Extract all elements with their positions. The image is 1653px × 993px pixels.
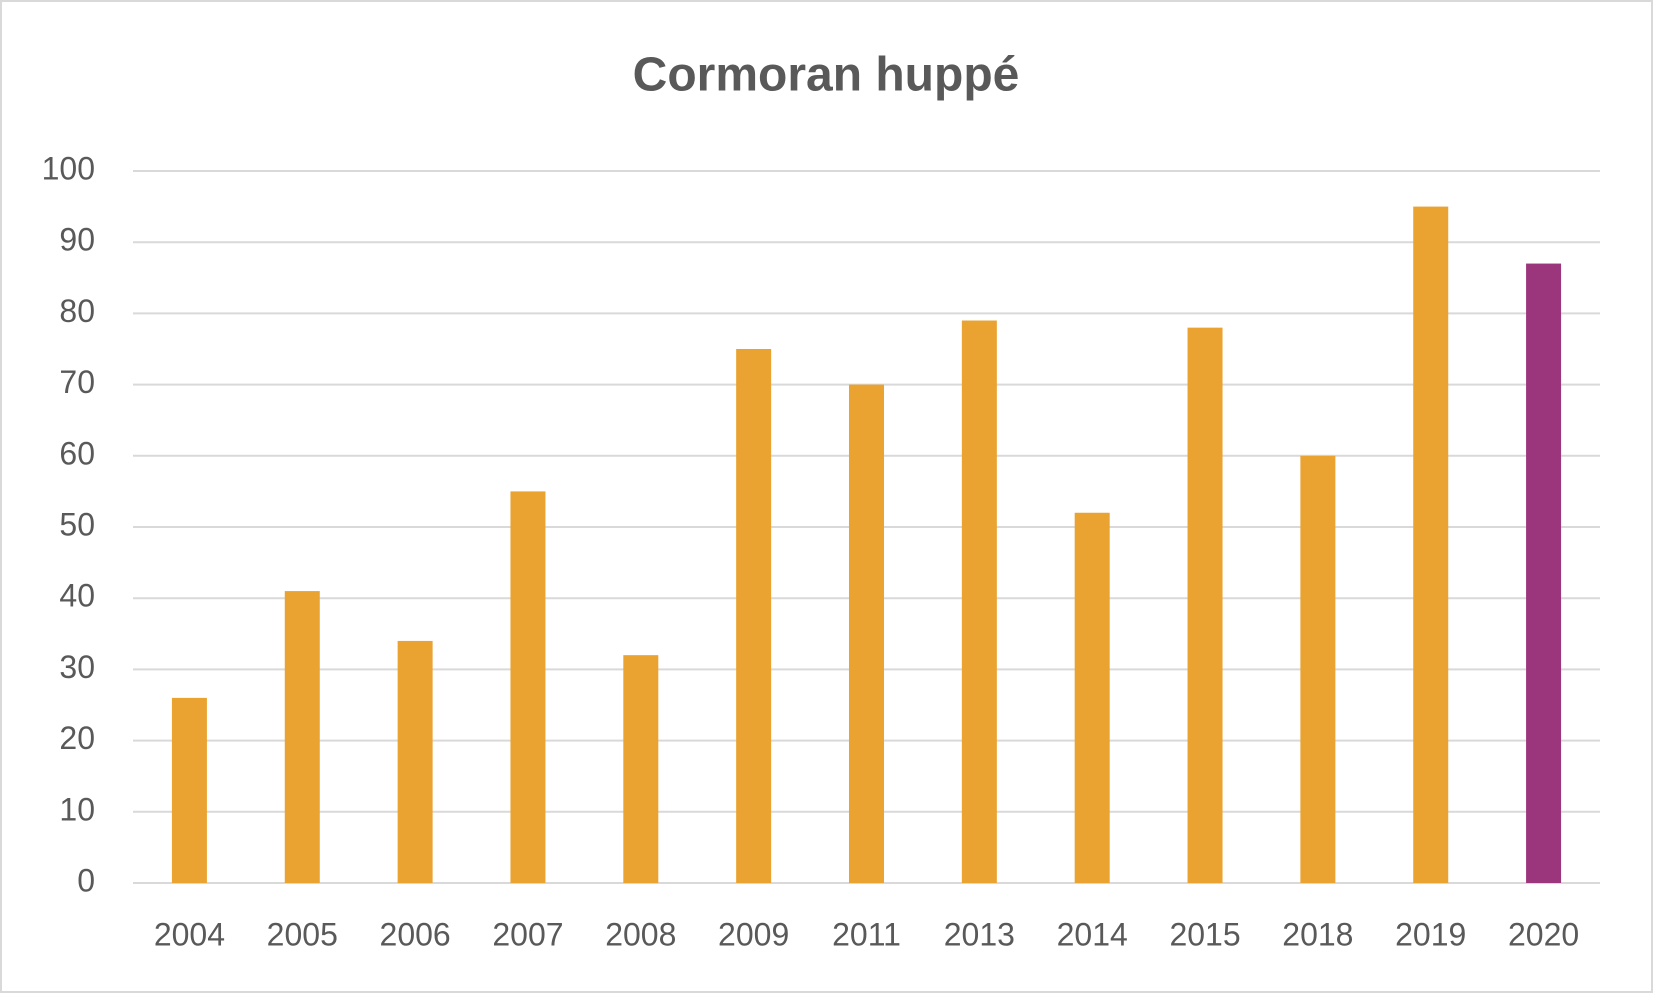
bar: [284, 591, 320, 883]
x-tick-label: 2007: [492, 916, 563, 952]
y-tick-label: 40: [59, 578, 95, 614]
bar: [171, 697, 207, 883]
y-tick-label: 30: [59, 649, 95, 685]
bar: [849, 384, 884, 883]
bar: [1074, 512, 1110, 883]
x-tick-label: 2008: [605, 916, 676, 952]
x-tick-label: 2004: [154, 916, 225, 952]
bar: [1526, 263, 1562, 883]
y-tick-label: 20: [59, 720, 95, 756]
bar: [1413, 206, 1449, 884]
bar: [510, 491, 546, 883]
y-tick-label: 10: [59, 791, 95, 827]
y-tick-label: 90: [59, 222, 95, 258]
chart-title: Cormoran huppé: [633, 49, 1020, 102]
x-tick-label: 2020: [1508, 916, 1579, 952]
y-tick-label: 100: [42, 150, 95, 186]
x-tick-label: 2009: [718, 916, 789, 952]
bar: [1300, 455, 1336, 883]
x-tick-label: 2019: [1395, 916, 1466, 952]
x-tick-label: 2014: [1057, 916, 1128, 952]
y-tick-label: 80: [59, 293, 95, 329]
bar: [397, 640, 433, 883]
bar: [623, 655, 659, 883]
bar: [1187, 327, 1223, 883]
x-tick-label: 2006: [380, 916, 451, 952]
bar: [736, 349, 772, 883]
y-tick-label: 60: [59, 435, 95, 471]
y-tick-label: 70: [59, 364, 95, 400]
y-tick-label: 0: [77, 862, 95, 898]
x-tick-label: 2018: [1282, 916, 1353, 952]
x-tick-label: 2015: [1169, 916, 1240, 952]
bar: [961, 320, 997, 883]
y-tick-label: 50: [59, 506, 95, 542]
x-tick-label: 2011: [832, 916, 901, 952]
x-tick-label: 2005: [267, 916, 338, 952]
x-tick-label: 2013: [944, 916, 1015, 952]
